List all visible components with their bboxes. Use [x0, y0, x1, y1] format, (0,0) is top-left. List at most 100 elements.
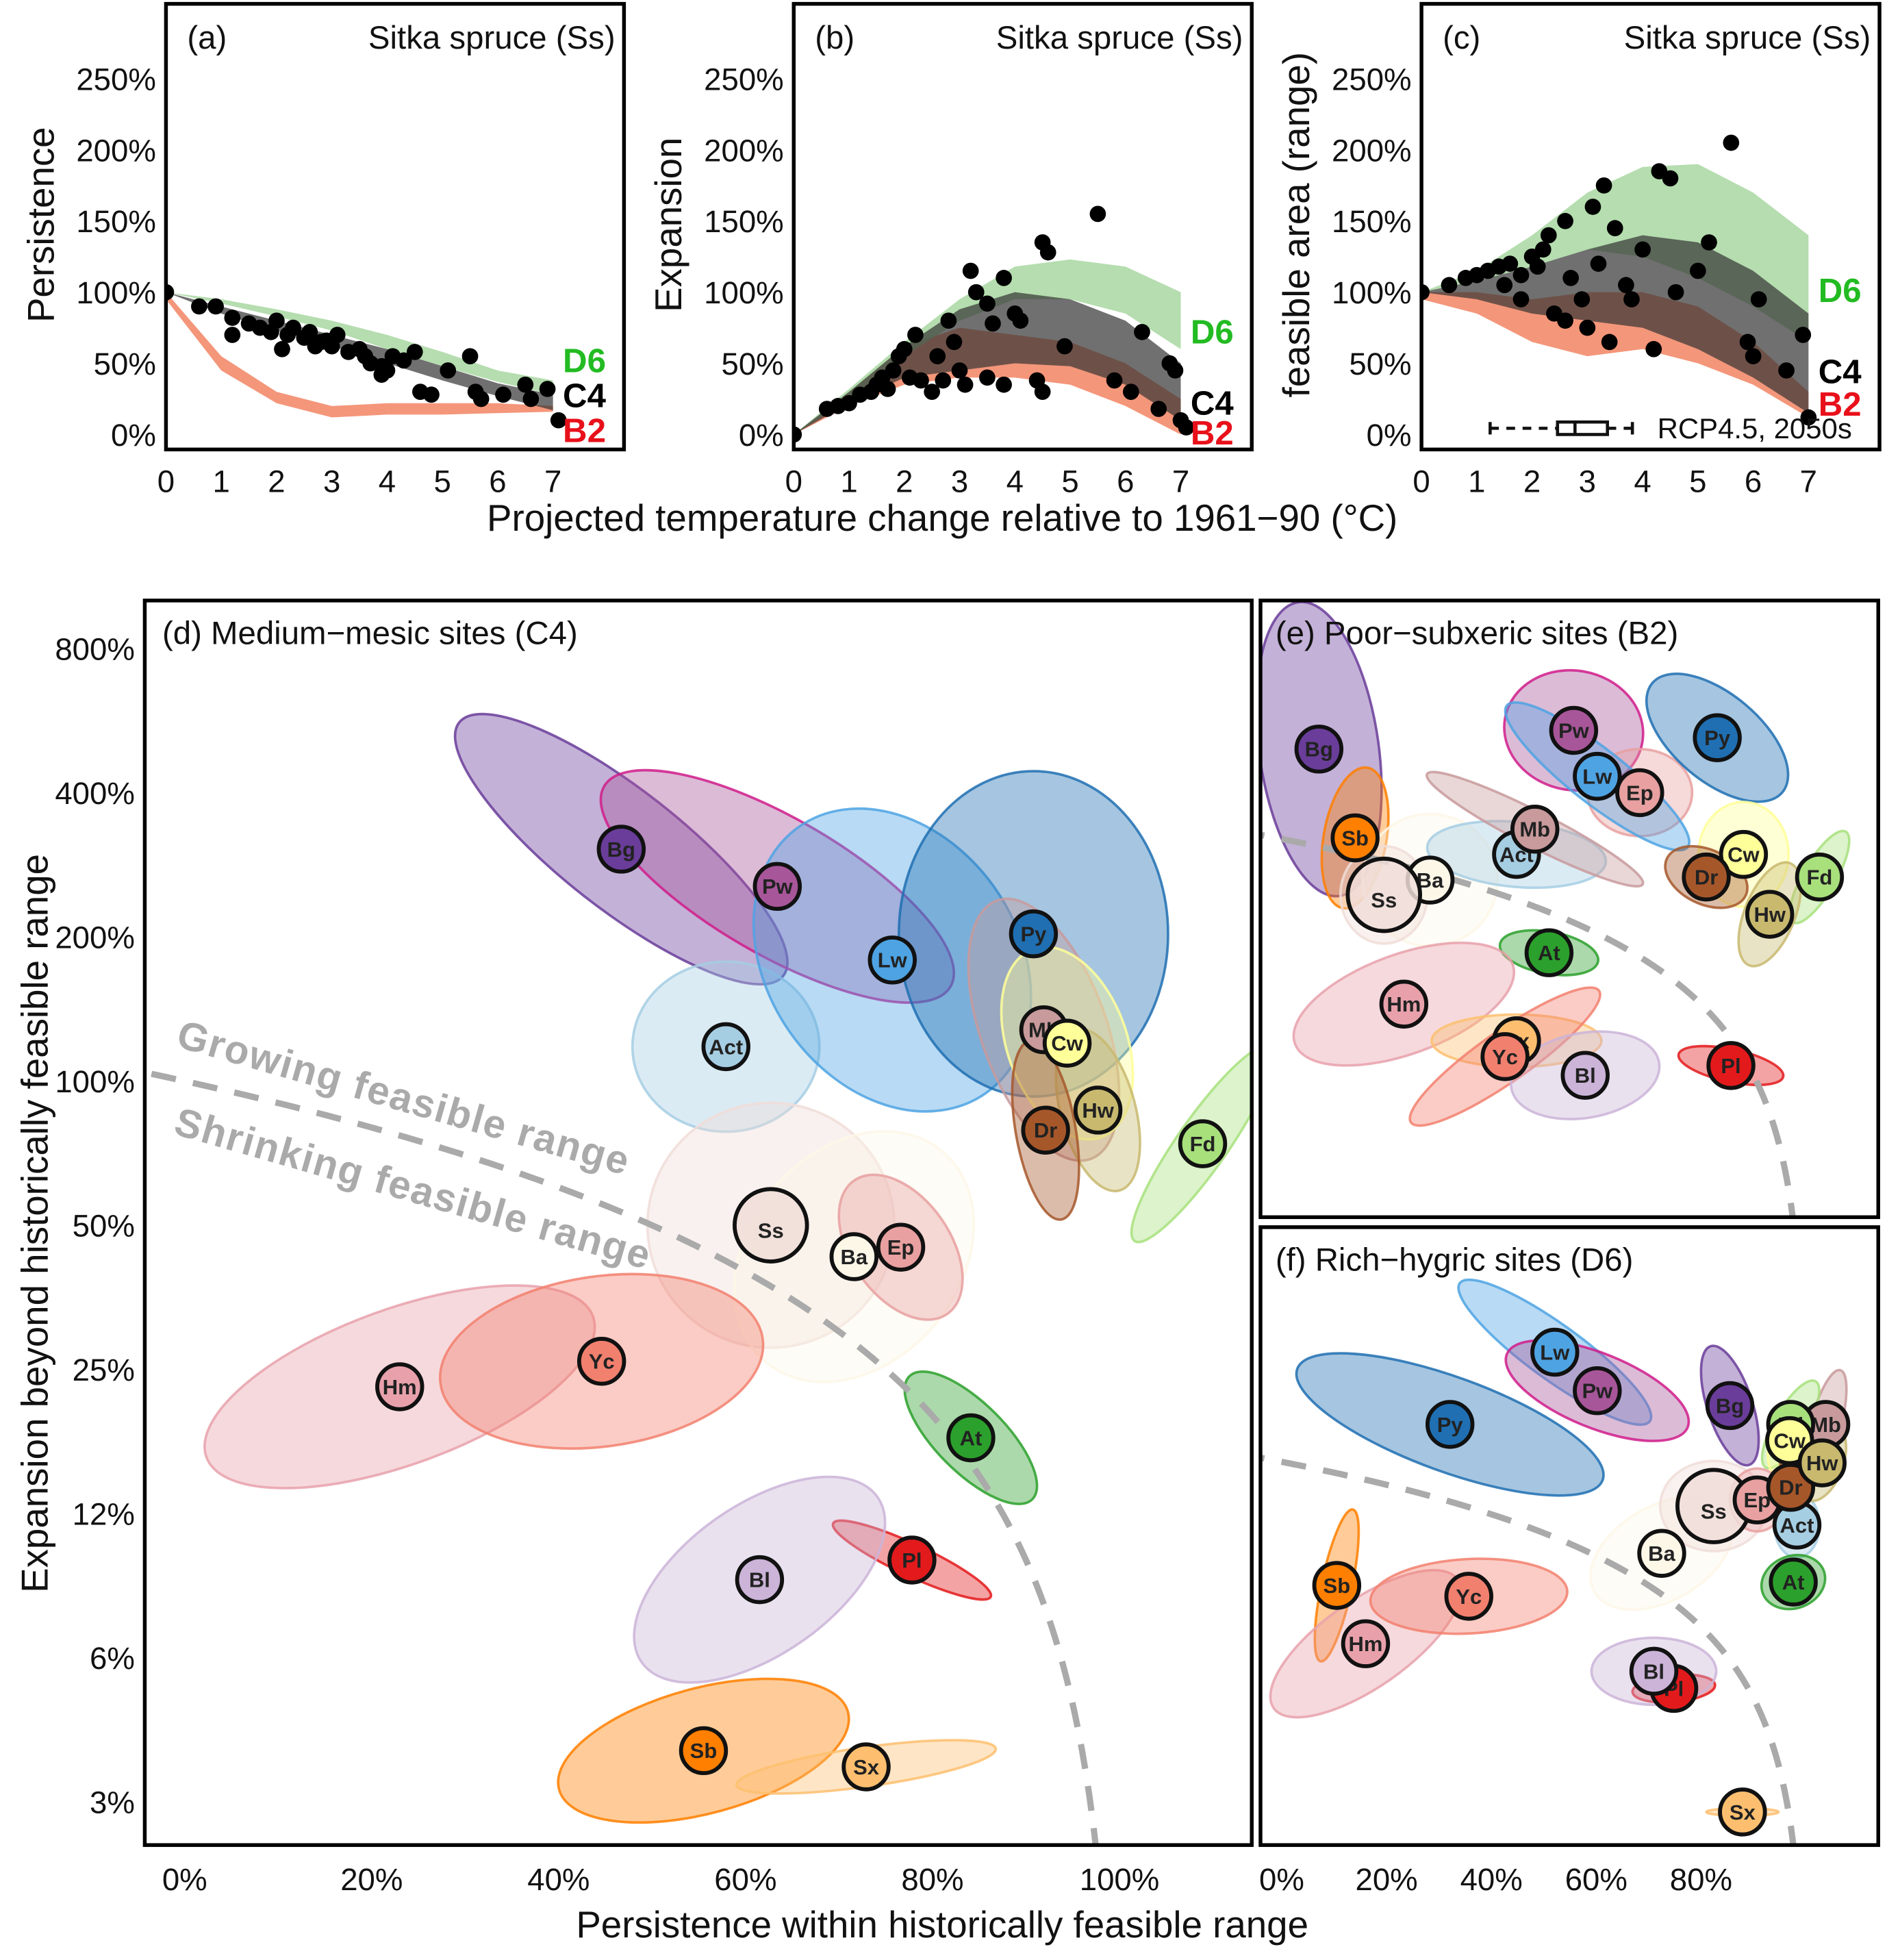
data-point	[1039, 244, 1056, 261]
data-point	[979, 369, 996, 386]
species-label: Hw	[1806, 1451, 1838, 1475]
panel-letter: (c)	[1443, 20, 1480, 56]
species-circle	[1330, 813, 1380, 863]
boundary-line	[1260, 831, 1796, 1218]
species-marker-Lw: Lw	[1573, 751, 1622, 801]
species-label: Sx	[853, 1755, 879, 1779]
y-tick-label: 50%	[1349, 347, 1411, 381]
species-marker-Yc: Yc	[577, 1337, 626, 1386]
x-tick-label: 100%	[1080, 1862, 1160, 1897]
species-marker-Ep: Ep	[876, 1222, 926, 1272]
species-marker-Py: Py	[1693, 713, 1742, 762]
x-tick-label: 1	[1468, 464, 1485, 499]
species-label: Lw	[1540, 1340, 1570, 1364]
species-label: Ep	[1626, 781, 1654, 805]
y-tick-label: 100%	[55, 1064, 135, 1099]
x-tick-label: 0	[1413, 464, 1430, 499]
species-circle	[1444, 1572, 1493, 1621]
species-marker-Py: Py	[1009, 909, 1059, 959]
data-point	[946, 334, 963, 351]
species-circle	[1745, 890, 1795, 939]
species-marker-Lw: Lw	[1530, 1327, 1580, 1377]
species-label: Hm	[1386, 992, 1421, 1016]
species-marker-Hw: Hw	[1745, 890, 1795, 939]
data-point	[1800, 409, 1817, 426]
y-tick-label: 200%	[55, 920, 135, 955]
species-label: Act	[1780, 1513, 1814, 1537]
x-tick-label: 60%	[1565, 1862, 1628, 1897]
panel-e: BgSbBaSsActMbPwEpLwPyCwDrFdHwAtHmSxYcBlP…	[1258, 599, 1880, 1220]
species-marker-Yc: Yc	[1480, 1032, 1530, 1081]
data-point	[495, 386, 511, 403]
species-marker-Pw: Pw	[752, 862, 802, 912]
y-tick-label: 50%	[722, 347, 784, 381]
species-marker-Yc: Yc	[1444, 1572, 1493, 1621]
panel-title: Sitka spruce (Ss)	[1624, 20, 1871, 56]
species-circle	[1682, 852, 1731, 902]
x-tick-label: 6	[1117, 464, 1134, 499]
x-tick-label: 1	[840, 464, 857, 499]
species-circle	[1705, 1381, 1755, 1431]
data-point	[1618, 277, 1634, 294]
data-point	[1590, 255, 1607, 272]
x-tick-label: 20%	[1355, 1862, 1417, 1897]
data-point	[907, 327, 924, 343]
data-point	[962, 262, 979, 279]
species-label: Bg	[607, 838, 635, 862]
panel-letter: (a)	[187, 20, 227, 56]
data-point	[329, 327, 346, 343]
legend-rcp: RCP4.5, 2050s	[1489, 412, 1852, 444]
band-label-C4: C4	[1191, 384, 1234, 422]
panel-frame	[1419, 1, 1882, 452]
species-marker-Pl: Pl	[887, 1535, 937, 1585]
x-tick-label: 5	[1689, 464, 1706, 499]
x-tick-label: 60%	[714, 1862, 776, 1897]
data-point	[1502, 255, 1519, 272]
species-circle	[1425, 1400, 1475, 1449]
species-marker-Ss: Ss	[1345, 856, 1423, 933]
species-marker-Bg: Bg	[596, 825, 646, 874]
species-circle	[1719, 829, 1769, 879]
plot-area: PyLwPwBgMbFdCwBaSsEpActDrHwAtSbHmYcPlBlS…	[1260, 1278, 1851, 1846]
species-circle	[841, 1742, 891, 1792]
species-marker-Sb: Sb	[1312, 1561, 1362, 1610]
data-point	[1034, 384, 1051, 400]
plot-area	[166, 284, 567, 429]
species-marker-Ss: Ss	[1675, 1468, 1752, 1544]
species-marker-Pl: Pl	[1706, 1041, 1756, 1090]
species-marker-Sb: Sb	[1330, 813, 1380, 863]
species-circle	[1637, 1529, 1686, 1578]
y-tick-label: 150%	[704, 204, 784, 239]
band-D6	[166, 292, 553, 395]
species-marker-At: At	[1769, 1557, 1818, 1607]
y-tick-label: 0%	[111, 418, 156, 453]
species-circle	[679, 1726, 729, 1776]
panel-frame	[1258, 599, 1880, 1220]
data-point	[1134, 323, 1150, 340]
bottom-x-axis-label: Persistence within historically feasible…	[576, 1903, 1308, 1946]
species-label: Cw	[1774, 1429, 1806, 1453]
data-point	[841, 394, 857, 412]
species-label: Py	[1704, 726, 1731, 750]
data-point	[539, 381, 556, 397]
y-tick-label: 200%	[1332, 133, 1412, 168]
species-label: Sb	[690, 1739, 718, 1763]
y-tick-label: 12%	[73, 1497, 135, 1532]
panel-frame	[164, 1, 626, 452]
x-tick-label: 0	[785, 464, 802, 499]
species-circle	[577, 1337, 626, 1386]
data-point	[379, 362, 396, 379]
data-point	[1562, 270, 1579, 286]
species-marker-Bl: Bl	[735, 1555, 785, 1605]
species-marker-Ep: Ep	[1615, 768, 1664, 818]
species-label: Bg	[1716, 1394, 1744, 1418]
x-tick-label: 0%	[162, 1862, 207, 1897]
species-marker-Dr: Dr	[1682, 852, 1731, 902]
species-label: Pl	[902, 1548, 922, 1572]
data-point	[1573, 291, 1591, 307]
species-circle	[1073, 1085, 1123, 1135]
species-label: Ep	[887, 1235, 915, 1259]
species-marker-At: At	[946, 1413, 996, 1463]
species-label: At	[960, 1426, 983, 1450]
species-label: Yc	[1456, 1585, 1482, 1609]
